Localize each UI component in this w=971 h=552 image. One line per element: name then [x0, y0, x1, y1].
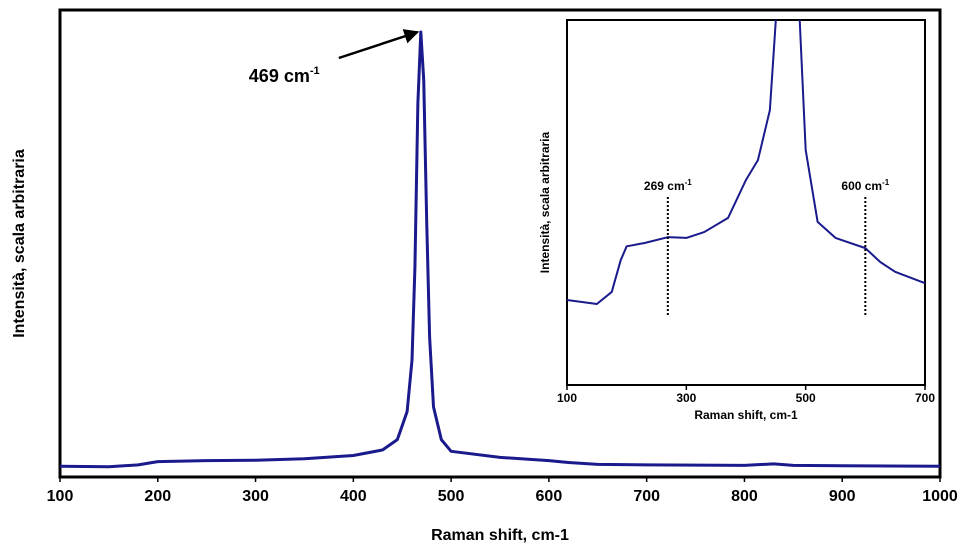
- peak-annotation: 269 cm-1: [644, 178, 692, 193]
- inset-chart: 100 300 500 700 Raman shift, cm-1 Intensità, …: [538, 19, 935, 422]
- x-tick-label: 700: [633, 488, 660, 505]
- y-axis-label: Intensità, scala arbitraria: [11, 149, 28, 338]
- x-tick-label: 100: [557, 391, 577, 405]
- x-tick-label: 600: [536, 488, 563, 505]
- x-tick-label: 300: [242, 488, 269, 505]
- annotation-arrow: [338, 29, 420, 60]
- x-tick-label: 300: [676, 391, 696, 405]
- peak-annotation: 600 cm-1: [841, 178, 889, 193]
- annotation-text: 469 cm: [249, 66, 310, 86]
- annotation-sup: -1: [310, 65, 320, 77]
- annotation-text: 269 cm: [644, 179, 685, 193]
- x-tick-label: 700: [915, 391, 935, 405]
- spectrum-line: [567, 20, 925, 305]
- x-tick-label: 500: [438, 488, 465, 505]
- x-tick-label: 900: [829, 488, 856, 505]
- x-tick-label: 100: [47, 488, 74, 505]
- x-axis-label: Raman shift, cm-1: [431, 527, 569, 544]
- x-tick-label: 800: [731, 488, 758, 505]
- y-axis-label: Intensità, scala arbitraria: [538, 131, 552, 273]
- x-tick-label: 1000: [922, 488, 958, 505]
- annotation-text: 600 cm: [841, 179, 882, 193]
- annotation-sup: -1: [882, 178, 890, 187]
- x-tick-label: 400: [340, 488, 367, 505]
- plot-frame: [566, 19, 926, 386]
- x-tick-label: 500: [796, 391, 816, 405]
- annotation-sup: -1: [685, 178, 693, 187]
- peak-annotation: 469 cm-1: [249, 65, 320, 86]
- spectrum-line: [60, 30, 940, 469]
- x-tick-label: 200: [144, 488, 171, 505]
- x-axis-label: Raman shift, cm-1: [694, 408, 798, 422]
